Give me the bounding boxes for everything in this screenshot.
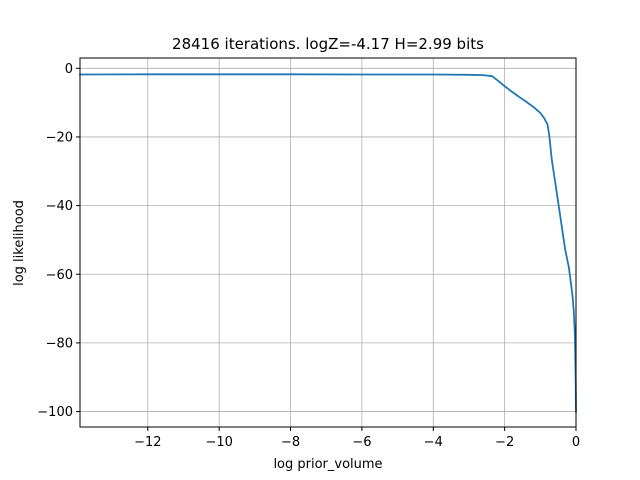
y-tick-label: −20 bbox=[46, 130, 73, 145]
y-axis-ticks: 0 −20 −40 −60 −80 −100 bbox=[37, 62, 80, 420]
series-layer bbox=[79, 73, 577, 413]
chart-title: 28416 iterations. logZ=-4.17 H=2.99 bits bbox=[172, 35, 484, 53]
x-tick-label: −8 bbox=[281, 435, 300, 450]
y-gridlines bbox=[80, 67, 576, 412]
y-tick-label: −80 bbox=[46, 336, 73, 351]
x-tick-label: −12 bbox=[134, 435, 161, 450]
y-axis-label: log likelihood bbox=[12, 200, 27, 286]
x-axis-label: log prior_volume bbox=[273, 457, 382, 472]
plot-frame bbox=[79, 57, 577, 428]
x-tick-label: −6 bbox=[352, 435, 371, 450]
x-tick-label: −10 bbox=[205, 435, 232, 450]
x-tick-label: 0 bbox=[572, 435, 580, 450]
plot-area-background bbox=[80, 58, 576, 427]
y-tick-label: 0 bbox=[65, 62, 73, 77]
x-tick-label: −2 bbox=[495, 435, 514, 450]
x-tick-label: −4 bbox=[424, 435, 443, 450]
x-axis-ticks: −12 −10 −8 −6 −4 −2 0 bbox=[134, 427, 580, 450]
series-line-0 bbox=[79, 73, 577, 413]
y-tick-label: −40 bbox=[46, 199, 73, 214]
y-tick-label: −100 bbox=[37, 405, 73, 420]
y-tick-label: −60 bbox=[46, 268, 73, 283]
